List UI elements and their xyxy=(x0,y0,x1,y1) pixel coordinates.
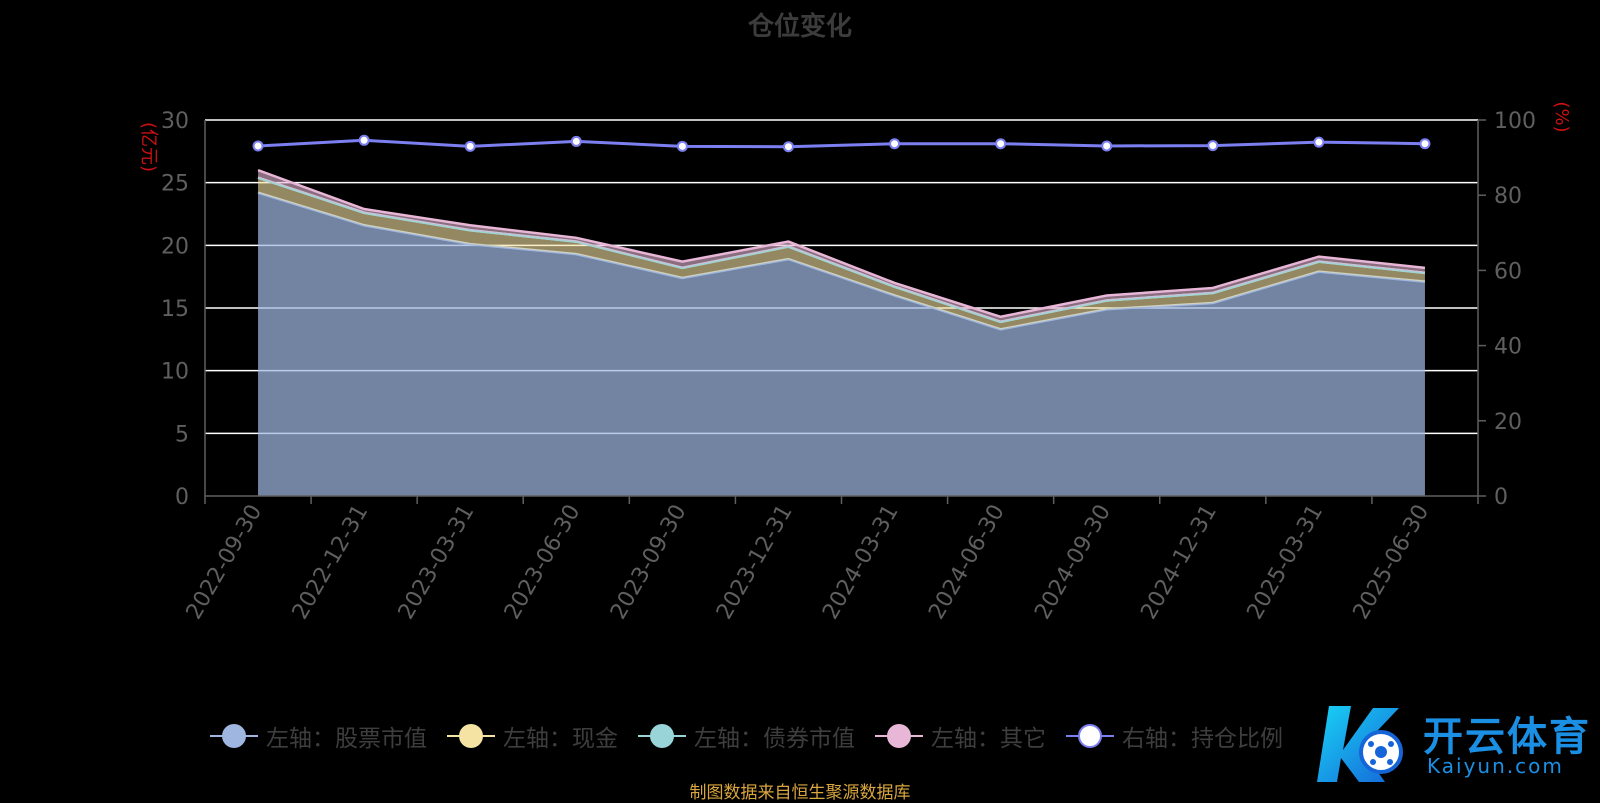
ratio-point-8 xyxy=(1101,140,1113,152)
x-tick-label-3: 2023-06-30 xyxy=(500,501,586,624)
left-tick-label-5: 25 xyxy=(161,172,189,197)
source-note: 制图数据来自恒生聚源数据库 xyxy=(689,783,911,803)
ratio-point-1 xyxy=(358,134,370,146)
legend-stock-marker-icon xyxy=(210,724,258,748)
legend-cash-marker-icon xyxy=(447,724,495,748)
watermark-brand-en: Kaiyun.com xyxy=(1427,754,1564,778)
ratio-point-11 xyxy=(1419,138,1431,150)
right-axis-unit-label: (%) xyxy=(1551,101,1572,132)
ratio-point-9 xyxy=(1207,140,1219,152)
left-tick-label-2: 10 xyxy=(161,360,189,385)
kaiyun-logo-icon xyxy=(1317,706,1403,782)
x-tick-label-6: 2024-03-31 xyxy=(818,501,904,624)
x-tick-label-11: 2025-06-30 xyxy=(1349,501,1435,624)
right-tick-label-2: 40 xyxy=(1494,335,1522,360)
ratio-point-4 xyxy=(676,140,688,152)
right-tick-label-3: 60 xyxy=(1494,259,1522,284)
x-tick-label-1: 2022-12-31 xyxy=(288,501,374,624)
ratio-point-6 xyxy=(889,138,901,150)
ratio-point-3 xyxy=(570,135,582,147)
left-tick-label-4: 20 xyxy=(161,234,189,259)
legend-stock-label: 左轴：股票市值 xyxy=(266,726,427,752)
right-tick-label-0: 0 xyxy=(1494,485,1508,510)
left-tick-label-1: 5 xyxy=(175,422,189,447)
right-tick-label-1: 20 xyxy=(1494,410,1522,435)
legend-item-ratio[interactable]: 右轴：持仓比例 xyxy=(1066,719,1283,753)
x-tick-label-4: 2023-09-30 xyxy=(606,501,692,624)
x-tick-label-9: 2024-12-31 xyxy=(1136,501,1222,624)
left-tick-label-0: 0 xyxy=(175,485,189,510)
ratio-line xyxy=(257,138,1425,149)
right-tick-label-5: 100 xyxy=(1494,109,1536,134)
legend: 左轴：股票市值 左轴：现金 左轴：债券市值 左轴：其它 右轴：持仓比例 xyxy=(210,716,1283,756)
x-tick-label-8: 2024-09-30 xyxy=(1030,501,1116,624)
area-line-3 xyxy=(257,168,1426,319)
ratio-point-2 xyxy=(464,140,476,152)
x-tick-label-0: 2022-09-30 xyxy=(182,501,268,624)
x-tick-label-5: 2023-12-31 xyxy=(712,501,798,624)
ratio-point-0 xyxy=(252,140,264,152)
legend-other-label: 左轴：其它 xyxy=(931,726,1046,752)
legend-bond-marker-icon xyxy=(638,724,686,748)
legend-item-cash[interactable]: 左轴：现金 xyxy=(447,719,618,753)
legend-item-bond[interactable]: 左轴：债券市值 xyxy=(638,719,855,753)
legend-item-stock[interactable]: 左轴：股票市值 xyxy=(210,719,427,753)
chart-svg: 0 5 10 15 20 25 30 0 20 40 60 80 100 2022-09-30 2022-1… xyxy=(138,101,1572,624)
area-0 xyxy=(258,192,1425,496)
watermark-brand-cn: 开云体育 xyxy=(1423,714,1591,760)
legend-item-other[interactable]: 左轴：其它 xyxy=(875,719,1046,753)
right-tick-label-4: 80 xyxy=(1494,184,1522,209)
legend-bond-label: 左轴：债券市值 xyxy=(694,726,855,752)
x-tick-label-10: 2025-03-31 xyxy=(1242,501,1328,624)
ratio-point-5 xyxy=(782,141,794,153)
left-tick-label-3: 15 xyxy=(161,297,189,322)
watermark-logo: 开云体育 Kaiyun.com xyxy=(1315,698,1595,788)
x-tick-label-7: 2024-06-30 xyxy=(924,501,1010,624)
left-tick-label-6: 30 xyxy=(161,109,189,134)
left-axis-unit-label: (亿元) xyxy=(138,122,159,172)
ratio-point-7 xyxy=(995,138,1007,150)
legend-ratio-label: 右轴：持仓比例 xyxy=(1122,726,1283,752)
legend-ratio-marker-icon xyxy=(1066,724,1114,748)
chart-title: 仓位变化 xyxy=(747,12,852,42)
x-tick-label-2: 2023-03-31 xyxy=(394,501,480,624)
legend-other-marker-icon xyxy=(875,724,923,748)
legend-cash-label: 左轴：现金 xyxy=(503,726,618,752)
ratio-point-10 xyxy=(1313,136,1325,148)
